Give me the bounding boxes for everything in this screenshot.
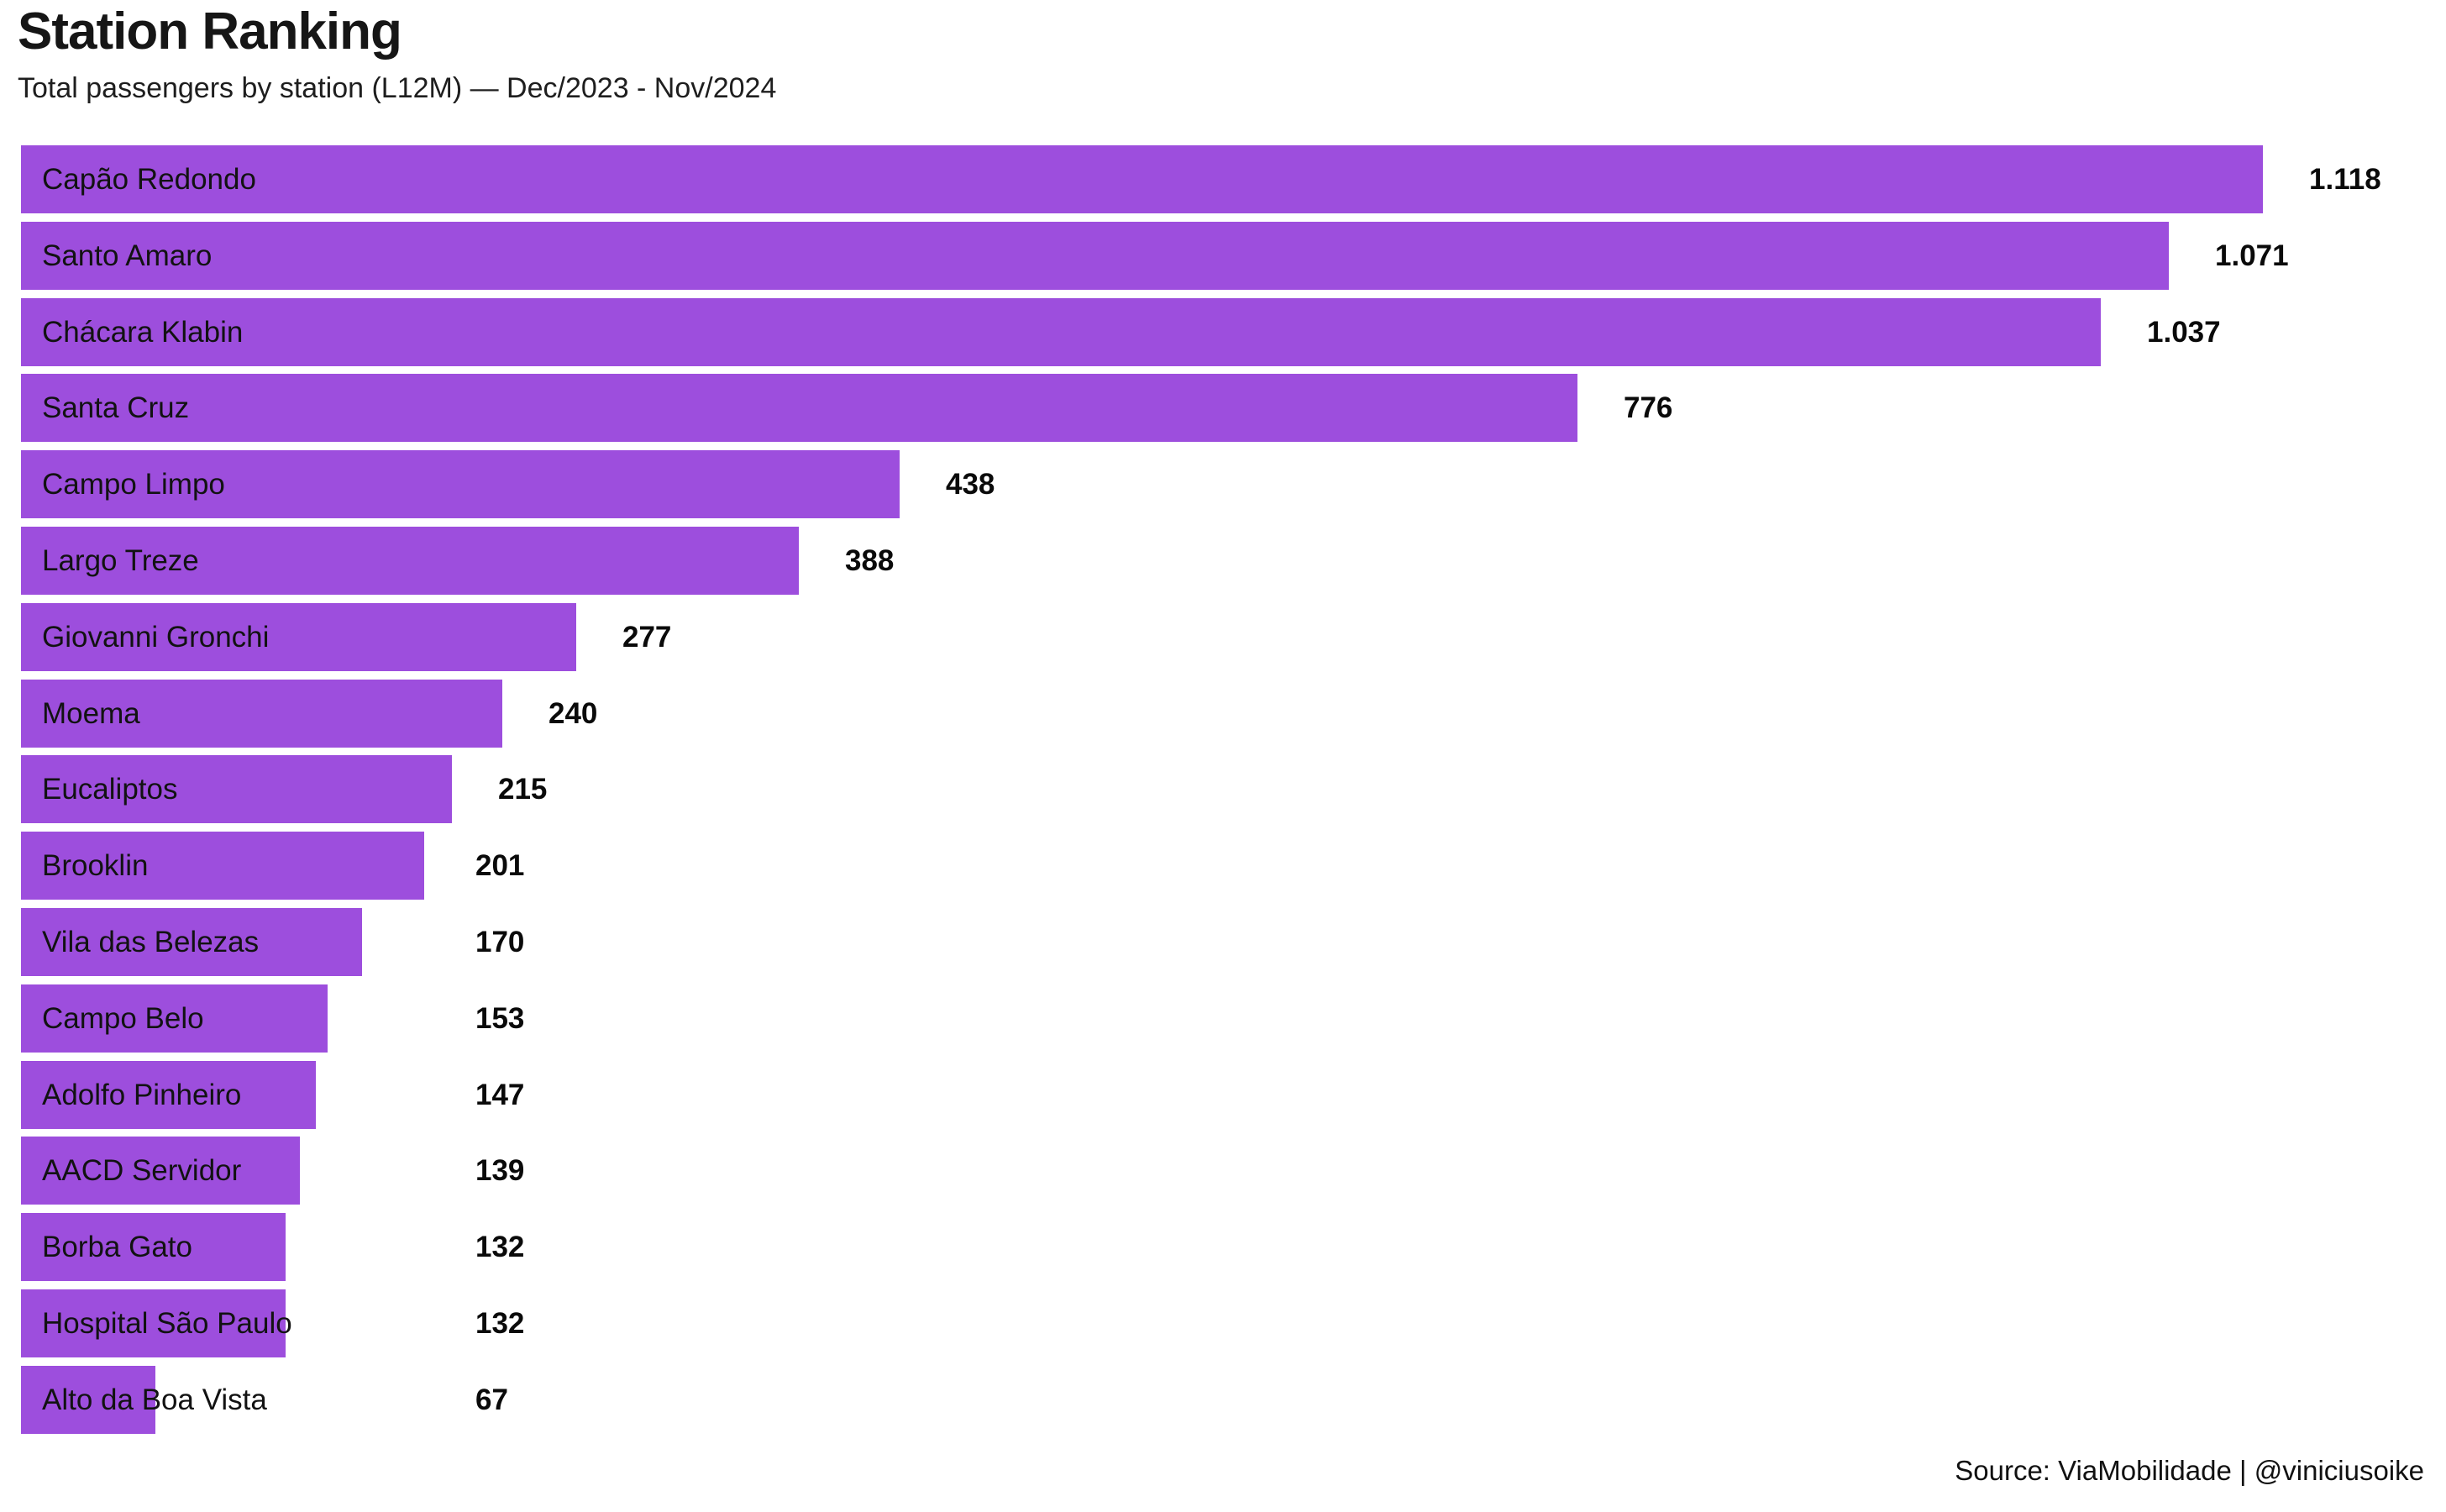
- bar-value-label: 153: [475, 1001, 525, 1035]
- bar-row: Santo Amaro 1.071: [0, 222, 2446, 290]
- bar-value-label: 170: [475, 925, 525, 958]
- bar-row: Campo Belo 153: [0, 984, 2446, 1053]
- bar-row: Borba Gato 132: [0, 1213, 2446, 1281]
- bar-category-label: Borba Gato: [42, 1230, 192, 1263]
- bar-value-label: 139: [475, 1153, 525, 1187]
- bar: [21, 1137, 300, 1205]
- bar-row: Capão Redondo 1.118: [0, 145, 2446, 213]
- bar-row: Largo Treze 388: [0, 527, 2446, 595]
- bar-value-label: 388: [845, 543, 895, 577]
- bar-value-label: 776: [1624, 391, 1673, 424]
- bar-value-label: 1.071: [2215, 239, 2289, 272]
- bar-row: Chácara Klabin 1.037: [0, 298, 2446, 366]
- bar-category-label: Brooklin: [42, 848, 149, 882]
- source-credit: Source: ViaMobilidade | @viniciusoike: [1955, 1455, 2424, 1486]
- bar-row: AACD Servidor 139: [0, 1137, 2446, 1205]
- bar: [21, 527, 799, 595]
- bar-value-label: 438: [946, 467, 995, 501]
- bar: [21, 755, 452, 823]
- bar-category-label: Campo Belo: [42, 1001, 204, 1035]
- bar-row: Vila das Belezas 170: [0, 908, 2446, 976]
- bar-category-label: Adolfo Pinheiro: [42, 1078, 242, 1111]
- bar-value-label: 147: [475, 1078, 525, 1111]
- bar-category-label: Campo Limpo: [42, 467, 225, 501]
- bar: [21, 680, 502, 748]
- bar-row: Adolfo Pinheiro 147: [0, 1061, 2446, 1129]
- bar: [21, 145, 2263, 213]
- bar-row: Hospital São Paulo 132: [0, 1289, 2446, 1357]
- bar-row: Alto da Boa Vista 67: [0, 1366, 2446, 1434]
- bar-value-label: 215: [498, 772, 548, 806]
- bar: [21, 1366, 155, 1434]
- bar-value-label: 240: [549, 696, 598, 730]
- bar-row: Campo Limpo 438: [0, 450, 2446, 518]
- bar: [21, 298, 2101, 366]
- bar-row: Santa Cruz 776: [0, 374, 2446, 442]
- bar: [21, 832, 424, 900]
- bar-row: Moema 240: [0, 680, 2446, 748]
- bar-category-label: Chácara Klabin: [42, 315, 244, 349]
- bar-value-label: 277: [622, 620, 672, 654]
- bar-value-label: 1.037: [2147, 315, 2221, 349]
- bar-row: Eucaliptos 215: [0, 755, 2446, 823]
- bar: [21, 908, 362, 976]
- bar: [21, 603, 576, 671]
- bar-value-label: 132: [475, 1230, 525, 1263]
- bar-value-label: 1.118: [2309, 162, 2381, 196]
- bar-category-label: Capão Redondo: [42, 162, 256, 196]
- bar-row: Giovanni Gronchi 277: [0, 603, 2446, 671]
- bar-category-label: AACD Servidor: [42, 1153, 242, 1187]
- bar-category-label: Largo Treze: [42, 543, 199, 577]
- bar-category-label: Giovanni Gronchi: [42, 620, 270, 654]
- bar-category-label: Eucaliptos: [42, 772, 178, 806]
- bar: [21, 1213, 286, 1281]
- bar-category-label: Santo Amaro: [42, 239, 213, 272]
- chart-subtitle: Total passengers by station (L12M) — Dec…: [18, 72, 777, 104]
- bar-category-label: Moema: [42, 696, 140, 730]
- chart-title: Station Ranking: [18, 3, 402, 60]
- bar-value-label: 132: [475, 1306, 525, 1340]
- bar: [21, 450, 900, 518]
- bar-value-label: 67: [475, 1383, 508, 1416]
- bar: [21, 374, 1577, 442]
- bar-row: Brooklin 201: [0, 832, 2446, 900]
- bar-category-label: Vila das Belezas: [42, 925, 260, 958]
- bar-category-label: Hospital São Paulo: [42, 1306, 292, 1340]
- bar-category-label: Santa Cruz: [42, 391, 190, 424]
- bar: [21, 984, 328, 1053]
- bar-value-label: 201: [475, 848, 525, 882]
- bar: [21, 222, 2169, 290]
- bar: [21, 1289, 286, 1357]
- bar-category-label: Alto da Boa Vista: [42, 1383, 267, 1416]
- bar: [21, 1061, 316, 1129]
